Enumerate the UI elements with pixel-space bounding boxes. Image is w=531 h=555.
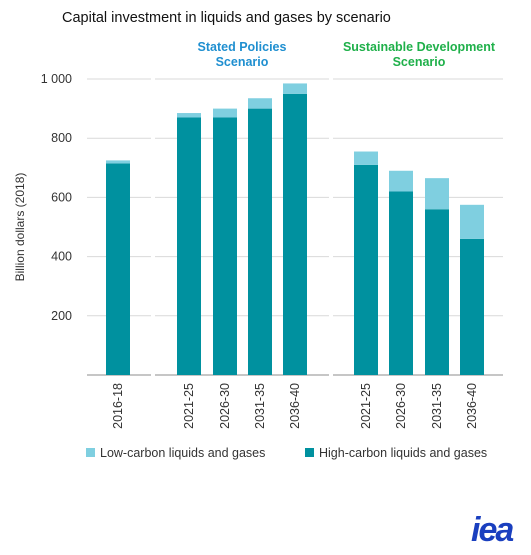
chart-title: Capital investment in liquids and gases … — [62, 10, 391, 26]
legend-label: Low-carbon liquids and gases — [100, 446, 265, 460]
scenario-label: Sustainable Development — [343, 40, 496, 54]
x-category-label: 2031-35 — [253, 383, 267, 429]
bar-segment — [389, 191, 413, 375]
bar-segment — [283, 83, 307, 94]
scenario-label: Stated Policies — [198, 40, 287, 54]
bar-segment — [354, 151, 378, 165]
bar-segment — [248, 108, 272, 375]
legend-swatch — [305, 448, 314, 457]
x-category-label: 2021-25 — [182, 383, 196, 429]
legend-swatch — [86, 448, 95, 457]
x-category-label: 2036-40 — [288, 383, 302, 429]
y-tick-label: 800 — [51, 131, 72, 145]
bars — [106, 83, 484, 376]
bar-segment — [460, 238, 484, 375]
bar-segment — [177, 117, 201, 375]
bar-segment — [213, 108, 237, 118]
y-tick-label: 400 — [51, 250, 72, 264]
bar-segment — [106, 163, 130, 375]
bar-segment — [248, 98, 272, 109]
y-axis: 200 400 600 800 1 000 — [41, 72, 72, 323]
bar-segment — [213, 117, 237, 375]
y-axis-title: Billion dollars (2018) — [13, 173, 27, 282]
y-tick-label: 200 — [51, 309, 72, 323]
bar-segment — [425, 178, 449, 210]
bar-segment — [460, 204, 484, 239]
legend-label: High-carbon liquids and gases — [319, 446, 487, 460]
scenario-label: Scenario — [216, 55, 269, 69]
bar-segment — [389, 170, 413, 192]
y-tick-label: 600 — [51, 190, 72, 204]
bar-segment — [283, 93, 307, 376]
legend: Low-carbon liquids and gases High-carbon … — [86, 446, 487, 460]
x-category-label: 2026-30 — [394, 383, 408, 429]
x-category-label: 2031-35 — [430, 383, 444, 429]
y-tick-label: 1 000 — [41, 72, 72, 86]
x-category-label: 2026-30 — [218, 383, 232, 429]
scenario-label: Scenario — [393, 55, 446, 69]
bar-segment — [425, 209, 449, 375]
x-category-label: 2036-40 — [465, 383, 479, 429]
bar-segment — [354, 164, 378, 375]
x-axis: 2016-18 2021-25 2026-30 2031-35 2036-40 2021-… — [111, 383, 479, 429]
bar-segment — [177, 113, 201, 118]
x-category-label: 2021-25 — [359, 383, 373, 429]
iea-logo: iea — [471, 511, 513, 549]
bar-segment — [106, 160, 130, 164]
x-category-label: 2016-18 — [111, 383, 125, 429]
